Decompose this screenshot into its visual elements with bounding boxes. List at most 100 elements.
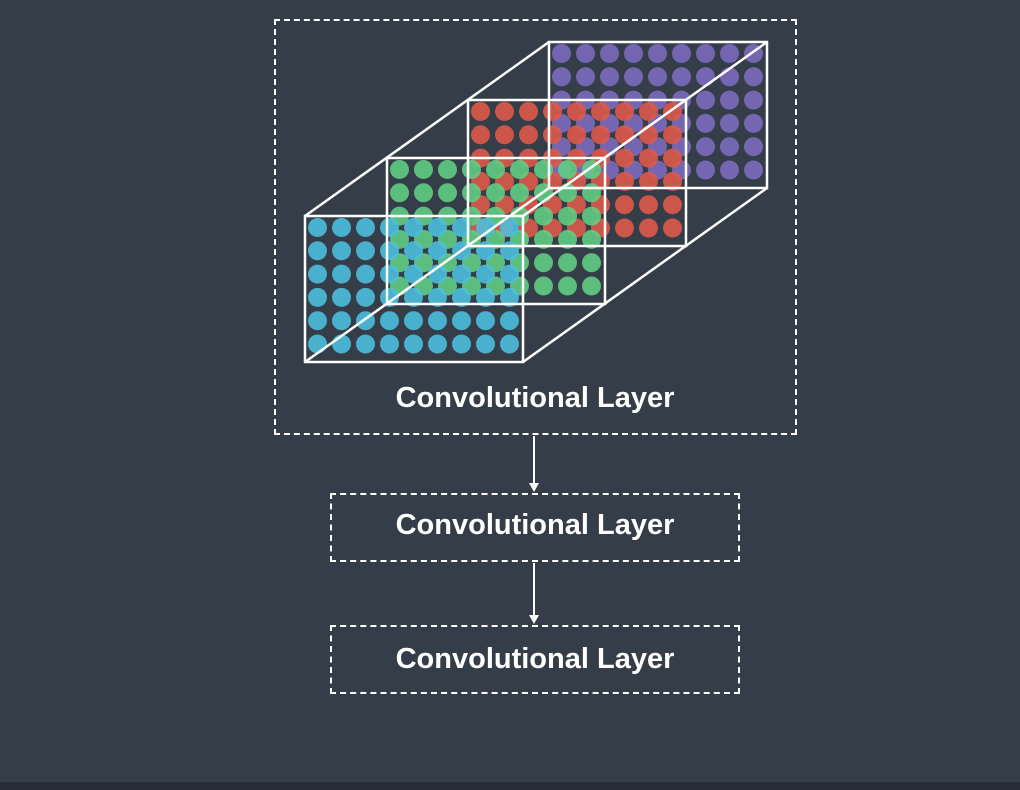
feature-node	[615, 125, 634, 145]
feature-node	[696, 90, 715, 110]
feature-node	[582, 229, 601, 249]
feature-node	[696, 67, 715, 87]
feature-node	[476, 241, 495, 261]
feature-node	[332, 218, 351, 237]
feature-node	[452, 287, 471, 307]
feature-node	[332, 311, 351, 331]
feature-node	[390, 183, 409, 203]
feature-node	[332, 241, 351, 261]
feature-node	[452, 218, 471, 237]
feature-node	[414, 160, 433, 179]
feature-node	[582, 276, 601, 296]
layer-1-box	[274, 19, 797, 435]
feature-node	[639, 195, 658, 215]
feature-node	[486, 183, 505, 203]
feature-node	[558, 160, 577, 179]
feature-node	[332, 287, 351, 307]
feature-node	[582, 206, 601, 226]
feature-node	[534, 253, 553, 273]
depth-edge	[522, 186, 768, 364]
feature-node	[471, 102, 490, 121]
feature-node	[663, 148, 682, 168]
feature-node	[615, 102, 634, 121]
feature-node	[462, 183, 481, 203]
arrow-head	[529, 615, 539, 624]
feature-node	[428, 218, 447, 237]
layer-2-label: Convolutional Layer	[395, 509, 675, 541]
feature-node	[476, 264, 495, 284]
feature-node	[696, 44, 715, 63]
arrow-layer2-to-layer3	[529, 563, 539, 624]
feature-node	[672, 67, 691, 87]
layer-3-box	[330, 625, 740, 694]
front-face	[303, 214, 525, 364]
feature-node	[428, 334, 447, 354]
feature-node	[380, 241, 399, 261]
feature-node	[615, 218, 634, 238]
feature-node	[308, 287, 327, 307]
feature-node	[639, 102, 658, 121]
feature-node	[500, 334, 519, 354]
feature-node	[558, 253, 577, 273]
feature-node	[510, 183, 529, 203]
feature-node	[356, 264, 375, 284]
feature-node	[534, 206, 553, 226]
feature-node	[534, 276, 553, 296]
feature-node	[720, 137, 739, 157]
feature-node	[663, 125, 682, 145]
feature-node	[543, 102, 562, 121]
feature-node	[404, 218, 423, 237]
feature-node	[452, 264, 471, 284]
feature-node	[648, 44, 667, 63]
feature-node	[414, 183, 433, 203]
feature-node	[380, 264, 399, 284]
feature-node	[720, 90, 739, 110]
depth-edge	[522, 40, 768, 218]
feature-node	[582, 183, 601, 203]
feature-node	[696, 113, 715, 133]
feature-node	[404, 311, 423, 331]
feature-node	[663, 218, 682, 238]
feature-node	[552, 44, 571, 63]
feature-node	[356, 241, 375, 261]
feature-node	[308, 334, 327, 354]
feature-node	[558, 276, 577, 296]
feature-node	[552, 67, 571, 87]
feature-node	[500, 241, 519, 261]
mid-face-green	[385, 156, 607, 306]
feature-node	[390, 160, 409, 179]
feature-node	[639, 171, 658, 191]
feature-node	[519, 125, 538, 145]
feature-node	[356, 334, 375, 354]
feature-node	[495, 102, 514, 121]
feature-node	[744, 90, 763, 110]
feature-node	[404, 287, 423, 307]
feature-node	[663, 195, 682, 215]
feature-node	[600, 44, 619, 63]
feature-node	[624, 44, 643, 63]
feature-node	[380, 287, 399, 307]
blue-feature-map	[308, 218, 519, 354]
feature-node	[404, 334, 423, 354]
feature-node	[476, 218, 495, 237]
feature-node	[476, 311, 495, 331]
feature-node	[567, 102, 586, 121]
feature-node	[308, 241, 327, 261]
feature-node	[462, 160, 481, 179]
feature-node	[576, 67, 595, 87]
arrow-head	[529, 483, 539, 492]
feature-node	[438, 160, 457, 179]
feature-node	[558, 206, 577, 226]
feature-node	[639, 125, 658, 145]
feature-node	[663, 171, 682, 191]
feature-node	[720, 113, 739, 133]
feature-node	[744, 160, 763, 180]
feature-node	[615, 171, 634, 191]
feature-node	[558, 229, 577, 249]
feature-node	[615, 195, 634, 215]
feature-node	[567, 125, 586, 145]
feature-node	[332, 264, 351, 284]
feature-node	[591, 102, 610, 121]
feature-node	[500, 287, 519, 307]
